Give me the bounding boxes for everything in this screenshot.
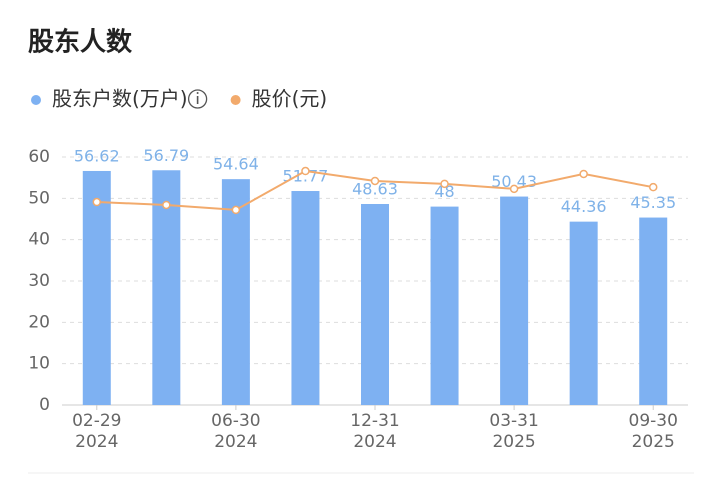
line-point [648, 182, 658, 192]
x-tick-label: 09-30 2025 [628, 411, 678, 452]
bar [152, 170, 181, 405]
x-tick-label: 02-29 2024 [72, 411, 122, 452]
value-label: 54.64 [213, 155, 259, 174]
line-point [370, 176, 380, 186]
y-tick-label: 50 [28, 188, 50, 208]
line-point [162, 200, 171, 210]
legend-marker [230, 95, 241, 105]
line-point [509, 184, 519, 194]
value-label: 56.62 [74, 146, 120, 165]
value-label: 56.79 [143, 146, 189, 165]
y-tick-label: 40 [28, 230, 50, 250]
y-tick-label: 10 [28, 354, 50, 374]
y-tick-label: 20 [28, 312, 50, 332]
value-label: 45.35 [630, 193, 676, 212]
bar [639, 217, 668, 405]
value-label: 48 [434, 182, 454, 201]
bar [569, 221, 598, 405]
x-tick-label: 03-31 2025 [489, 411, 539, 452]
x-tick-label: 12-31 2024 [350, 411, 400, 452]
value-label: 44.36 [561, 197, 607, 216]
chart-title: 股东人数 [28, 27, 133, 58]
line-point [231, 205, 241, 215]
value-label: 51.77 [283, 167, 329, 186]
legend-label: 股东户数(万户) [52, 87, 188, 111]
value-label: 48.63 [352, 179, 398, 198]
line-point [579, 169, 588, 179]
y-tick-label: 30 [28, 271, 50, 291]
info-icon-dot [196, 92, 199, 94]
bar [82, 170, 111, 405]
bar [361, 203, 389, 405]
bar [291, 191, 320, 405]
x-tick-label: 06-30 2024 [211, 411, 261, 452]
y-tick-label: 0 [39, 395, 50, 415]
bar [221, 179, 250, 405]
info-icon [187, 89, 208, 109]
bar [500, 196, 529, 405]
info-icon-bar [196, 96, 199, 104]
legend-marker [31, 95, 41, 105]
line-point [92, 197, 102, 207]
bar [430, 206, 459, 405]
line-point [440, 179, 449, 189]
legend-label: 股价(元) [252, 87, 328, 111]
y-tick-label: 60 [28, 147, 50, 167]
line-point [301, 166, 310, 176]
